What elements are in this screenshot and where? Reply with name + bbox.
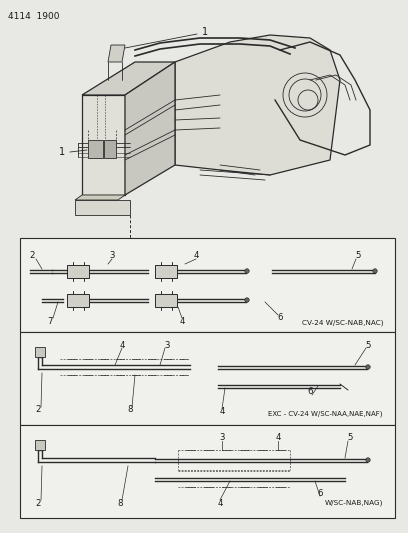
Bar	[88, 140, 103, 158]
Polygon shape	[82, 62, 175, 95]
Polygon shape	[125, 62, 175, 195]
Text: 8: 8	[117, 498, 123, 507]
Text: 2: 2	[29, 252, 35, 261]
Text: 1: 1	[59, 147, 65, 157]
Polygon shape	[82, 95, 125, 195]
Text: 8: 8	[127, 406, 133, 415]
Bar	[35, 440, 45, 450]
Text: 2: 2	[35, 498, 41, 507]
Text: 5: 5	[365, 341, 371, 350]
Bar	[20, 425, 395, 518]
Text: 4: 4	[217, 498, 223, 507]
Polygon shape	[175, 35, 340, 175]
Text: 5: 5	[347, 433, 353, 442]
Text: 6: 6	[307, 387, 313, 397]
Text: 3: 3	[219, 433, 225, 442]
Circle shape	[366, 458, 370, 462]
Text: EXC - CV-24 W/SC-NAA,NAE,NAF): EXC - CV-24 W/SC-NAA,NAE,NAF)	[268, 411, 383, 417]
Text: 6: 6	[317, 489, 323, 497]
Circle shape	[373, 269, 377, 273]
Text: 4: 4	[275, 433, 281, 442]
Text: 5: 5	[355, 252, 361, 261]
Text: 4114  1900: 4114 1900	[8, 12, 60, 21]
Text: 4: 4	[219, 408, 225, 416]
Text: 4: 4	[179, 317, 185, 326]
Bar	[20, 238, 395, 332]
Polygon shape	[108, 45, 125, 62]
Text: 4: 4	[119, 341, 125, 350]
Polygon shape	[75, 200, 130, 215]
Bar	[67, 264, 89, 278]
Bar	[104, 140, 116, 158]
Text: 3: 3	[164, 341, 170, 350]
Text: W/SC-NAB,NAG): W/SC-NAB,NAG)	[325, 500, 383, 506]
Bar	[155, 294, 177, 306]
Circle shape	[366, 365, 370, 369]
Bar	[67, 294, 89, 306]
Text: CV-24 W/SC-NAB,NAC): CV-24 W/SC-NAB,NAC)	[302, 320, 383, 326]
Text: 1: 1	[202, 27, 208, 37]
Text: 4: 4	[193, 252, 199, 261]
Bar	[35, 347, 45, 357]
Bar	[20, 332, 395, 425]
Text: 2: 2	[35, 406, 41, 415]
Circle shape	[245, 269, 249, 273]
Bar	[155, 264, 177, 278]
Text: 7: 7	[47, 317, 53, 326]
Text: 3: 3	[109, 252, 115, 261]
Polygon shape	[75, 195, 125, 200]
Text: 6: 6	[277, 313, 283, 322]
Circle shape	[245, 298, 249, 302]
